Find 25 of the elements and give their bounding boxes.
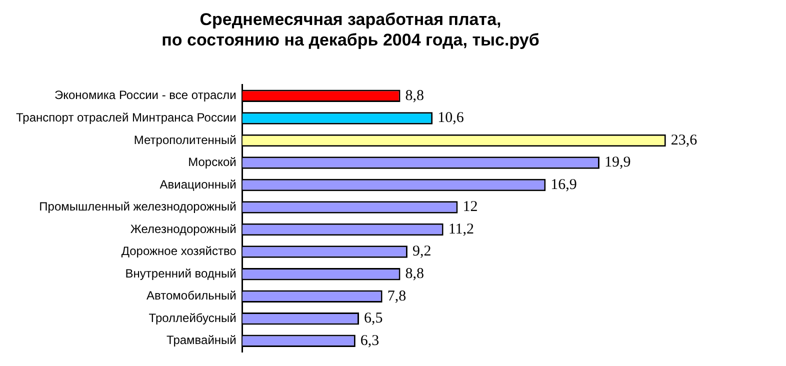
y-tick-label: Внутренний водный bbox=[125, 266, 236, 280]
data-label: 7,8 bbox=[387, 288, 406, 304]
y-tick-label: Метрополитенный bbox=[134, 132, 236, 147]
y-tick-label: Железнодорожный bbox=[130, 222, 236, 236]
data-label: 11,2 bbox=[448, 221, 474, 238]
y-tick-label: Автомобильный bbox=[146, 288, 236, 303]
y-tick-label: Морской bbox=[188, 155, 236, 170]
y-tick-label: Авиационный bbox=[160, 177, 236, 192]
data-label: 10,6 bbox=[438, 110, 464, 126]
y-tick-label: Промышленный железнодорожный bbox=[39, 200, 236, 214]
data-label: 6,5 bbox=[364, 310, 383, 327]
data-label: 9,2 bbox=[412, 244, 432, 260]
y-tick-label: Экономика России - все отрасли bbox=[54, 88, 236, 102]
data-label: 8,8 bbox=[405, 88, 424, 104]
y-tick-label: Трамвайный bbox=[166, 333, 236, 348]
y-tick-label: Дорожное хозяйство bbox=[121, 244, 237, 258]
data-label: 16,9 bbox=[550, 176, 577, 193]
data-label: 6,3 bbox=[360, 332, 380, 349]
data-label: 23,6 bbox=[670, 132, 698, 148]
data-label: 8,8 bbox=[405, 266, 424, 282]
data-label: 19,9 bbox=[604, 154, 631, 171]
y-tick-label: Транспорт отраслей Минтранса России bbox=[16, 110, 236, 125]
chart-title: Среднемесячная заработная плата, по состоянию на декабрь 2004 года, тыс.руб bbox=[162, 10, 540, 50]
data-label: 12 bbox=[462, 199, 478, 216]
y-tick-label: Троллейбусный bbox=[148, 310, 236, 325]
